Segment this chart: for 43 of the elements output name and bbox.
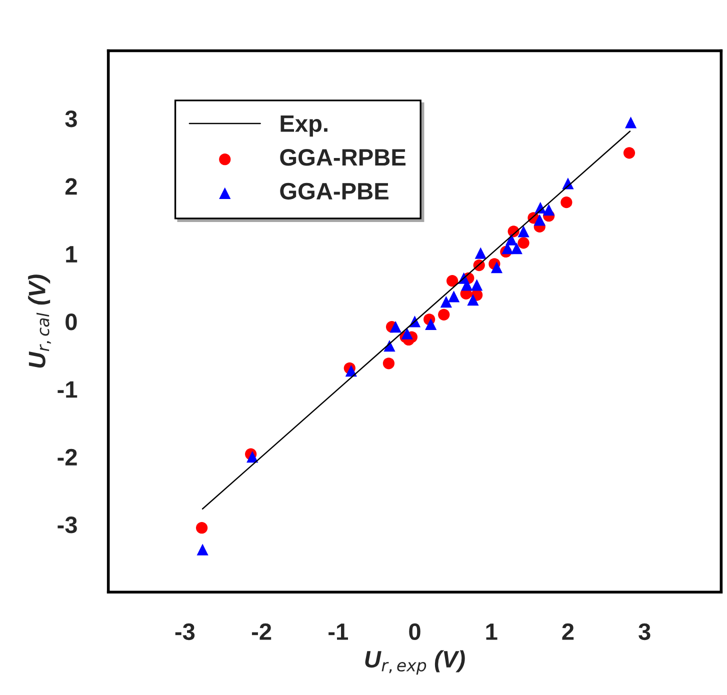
y-tick-label: -2 bbox=[58, 448, 77, 466]
point bbox=[510, 242, 522, 254]
point bbox=[446, 275, 458, 287]
y-axis-title: U$_{r,cal}$ (V) bbox=[28, 274, 51, 368]
y-tick-label: -1 bbox=[58, 381, 78, 398]
x-tick-label: 0 bbox=[409, 623, 420, 640]
x-tick-label: 1 bbox=[486, 624, 498, 640]
point bbox=[196, 544, 208, 556]
point bbox=[518, 237, 530, 249]
point bbox=[518, 226, 530, 238]
point bbox=[543, 204, 555, 216]
legend-label: Exp. bbox=[280, 115, 328, 137]
point bbox=[440, 296, 452, 308]
x-tick-label: 2 bbox=[562, 623, 574, 640]
point bbox=[246, 450, 258, 463]
y-tick-label: 3 bbox=[65, 110, 77, 128]
x-tick-label: -3 bbox=[175, 623, 195, 640]
point bbox=[448, 290, 460, 302]
point bbox=[438, 308, 450, 320]
point bbox=[474, 247, 486, 259]
point bbox=[490, 261, 503, 274]
point bbox=[560, 196, 572, 208]
point bbox=[425, 318, 437, 330]
point bbox=[624, 116, 637, 128]
point bbox=[382, 358, 395, 370]
x-tick-label: 3 bbox=[638, 623, 650, 640]
x-axis-title: U$_{r,exp}$ (V) bbox=[365, 650, 465, 675]
point bbox=[196, 522, 208, 534]
point bbox=[470, 279, 483, 291]
point bbox=[534, 214, 546, 226]
y-tick-label: -3 bbox=[58, 516, 77, 534]
point bbox=[623, 147, 636, 159]
point bbox=[401, 328, 413, 340]
legend-label: GGA-RPBE bbox=[280, 149, 406, 166]
point bbox=[467, 294, 479, 306]
y-tick-label: 0 bbox=[66, 314, 77, 330]
y-tick-label: 2 bbox=[65, 178, 77, 195]
legend-label: GGA-PBE bbox=[280, 182, 388, 200]
x-tick-label: -2 bbox=[252, 623, 272, 640]
x-tick-label: -1 bbox=[328, 624, 348, 640]
point bbox=[345, 365, 357, 377]
y-tick-label: 1 bbox=[66, 246, 78, 262]
point bbox=[390, 321, 402, 333]
